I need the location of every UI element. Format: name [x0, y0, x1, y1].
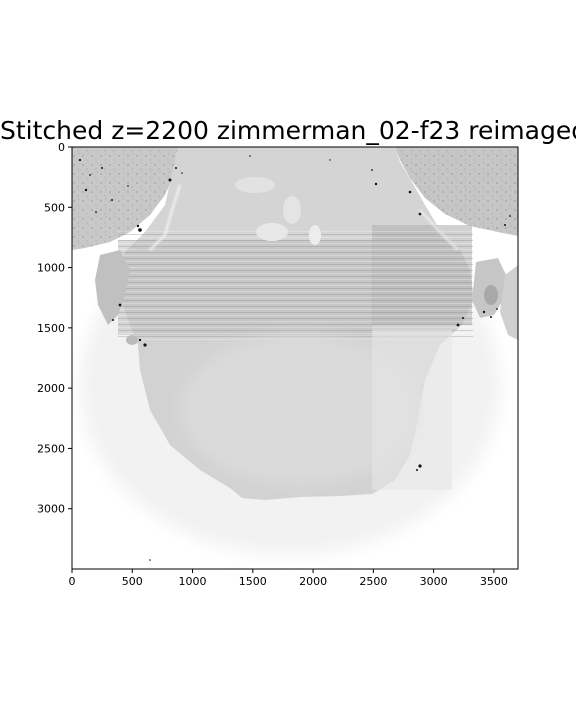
y-tick-label: 1500	[37, 322, 65, 335]
y-tick-label: 1000	[37, 262, 65, 275]
figure-title: Stitched z=2200 zimmerman_02-f23 reimage…	[0, 116, 576, 145]
x-tick-label: 2000	[299, 575, 327, 588]
x-tick-label: 3000	[420, 575, 448, 588]
x-tick-label: 1500	[239, 575, 267, 588]
y-tick-label: 500	[44, 201, 65, 214]
x-tick-label: 500	[122, 575, 143, 588]
y-axis: 0 500 1000 1500 2000 2500 3000	[37, 141, 72, 516]
x-axis: 0 500 1000 1500 2000 2500 3000 3500	[69, 569, 508, 588]
x-tick-label: 2500	[359, 575, 387, 588]
y-tick-label: 2500	[37, 442, 65, 455]
x-tick-label: 0	[69, 575, 76, 588]
plot-frame	[71, 146, 519, 570]
y-tick-label: 3000	[37, 503, 65, 516]
y-tick-label: 2000	[37, 382, 65, 395]
microscopy-image	[72, 147, 518, 569]
y-tick-label: 0	[58, 141, 65, 154]
x-tick-label: 1000	[179, 575, 207, 588]
x-tick-label: 3500	[480, 575, 508, 588]
